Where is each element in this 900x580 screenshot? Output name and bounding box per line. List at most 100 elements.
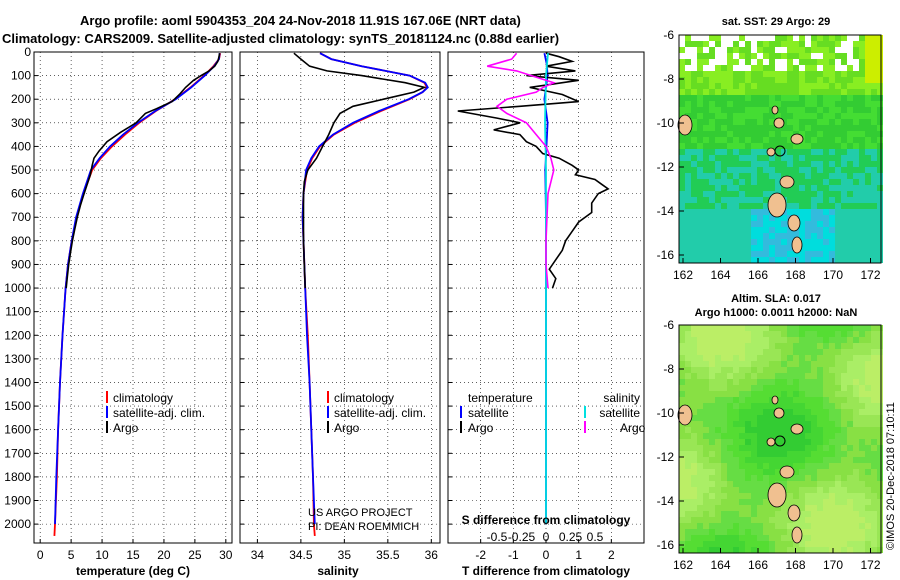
map-cell [841,409,847,415]
map-cell [805,475,811,481]
map-cell [877,221,883,227]
map-cell [799,155,805,161]
map-cell [715,517,721,523]
map-cell [841,433,847,439]
map-cell [727,439,733,445]
map-cell [799,191,805,197]
map-cell [751,59,757,65]
map-cell [841,149,847,155]
map-cell [715,155,721,161]
map-cell [865,215,871,221]
t-difference-xlabel: T difference from climatology [462,564,630,578]
map-cell [691,439,697,445]
map-cell [679,149,685,155]
map-cell [769,251,775,257]
map-cell [685,137,691,143]
map-cell [871,331,877,337]
map-cell [745,451,751,457]
map-cell [817,101,823,107]
map-cell [793,179,799,185]
map-cell [811,355,817,361]
map-cell [685,463,691,469]
map-cell [859,47,865,53]
map-cell [733,331,739,337]
map-cell [781,355,787,361]
map-cell [721,41,727,47]
map-cell [757,403,763,409]
map-cell [739,343,745,349]
map-cell [709,463,715,469]
sla-map-panel: Altim. SLA: 0.017 Argo h1000: 0.0011 h20… [657,293,883,572]
map-cell [697,469,703,475]
map-cell [697,397,703,403]
map-cell [697,505,703,511]
map-cell [739,535,745,541]
map-cell [757,343,763,349]
map-cell [859,427,865,433]
map-cell [733,469,739,475]
map-cell [865,457,871,463]
map-cell [829,197,835,203]
map-cell [835,403,841,409]
map-cell [847,179,853,185]
map-cell [823,179,829,185]
map-cell [727,131,733,137]
map-cell [757,227,763,233]
map-cell [727,233,733,239]
map-cell [745,149,751,155]
map-cell [697,125,703,131]
map-cell [769,125,775,131]
map-cell [835,137,841,143]
map-cell [685,35,691,41]
map-cell [763,113,769,119]
map-cell [817,367,823,373]
map-cell [733,143,739,149]
map-cell [733,101,739,107]
map-cell [703,373,709,379]
map-cell [757,167,763,173]
map-cell [823,475,829,481]
map-cell [781,481,787,487]
map-cell [781,53,787,59]
map-cell [703,457,709,463]
map-cell [805,53,811,59]
map-cell [727,191,733,197]
map-cell [721,415,727,421]
map-cell [703,257,709,263]
y-tick-label: 1900 [4,494,31,508]
map-cell [841,391,847,397]
map-cell [853,391,859,397]
map-cell [745,257,751,263]
map-cell [775,59,781,65]
map-cell [721,155,727,161]
map-cell [823,77,829,83]
map-cell [817,523,823,529]
map-cell [793,53,799,59]
map-cell [733,35,739,41]
map-cell [847,191,853,197]
map-cell [841,179,847,185]
map-cell [793,433,799,439]
map-cell [769,451,775,457]
map-cell [745,391,751,397]
map-cell [823,89,829,95]
map-cell [847,529,853,535]
map-cell [691,337,697,343]
map-cell [835,451,841,457]
map-cell [805,101,811,107]
map-cell [787,331,793,337]
map-cell [805,451,811,457]
map-cell [829,325,835,331]
map-cell [859,403,865,409]
map-cell [829,421,835,427]
map-cell [763,65,769,71]
map-cell [835,239,841,245]
map-cell [727,161,733,167]
map-cell [709,451,715,457]
series-line-s-satellite [544,53,549,525]
map-cell [847,197,853,203]
map-cell [841,167,847,173]
map-cell [715,53,721,59]
map-cell [715,367,721,373]
map-cell [751,433,757,439]
